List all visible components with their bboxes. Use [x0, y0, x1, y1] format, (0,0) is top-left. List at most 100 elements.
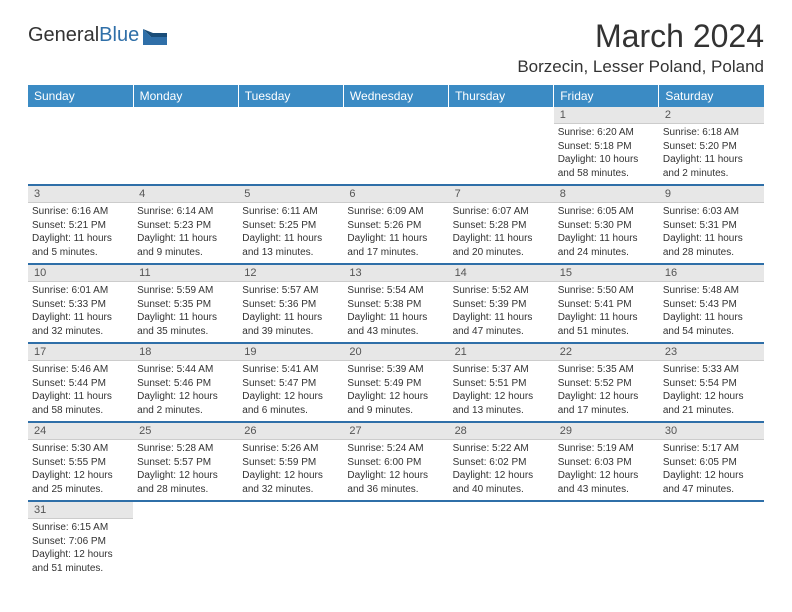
day-body: Sunrise: 5:35 AMSunset: 5:52 PMDaylight:… — [554, 361, 659, 421]
sunset-line: Sunset: 5:21 PM — [32, 219, 129, 233]
calendar-cell — [449, 501, 554, 579]
calendar-cell: 7Sunrise: 6:07 AMSunset: 5:28 PMDaylight… — [449, 185, 554, 264]
calendar-head: SundayMondayTuesdayWednesdayThursdayFrid… — [28, 85, 764, 107]
day-number: 1 — [554, 107, 659, 124]
calendar-cell: 16Sunrise: 5:48 AMSunset: 5:43 PMDayligh… — [659, 264, 764, 343]
sunset-line: Sunset: 5:28 PM — [453, 219, 550, 233]
weekday-header: Saturday — [659, 85, 764, 107]
calendar-cell — [133, 107, 238, 185]
daylight-line-2: and 6 minutes. — [242, 404, 339, 418]
calendar-cell: 4Sunrise: 6:14 AMSunset: 5:23 PMDaylight… — [133, 185, 238, 264]
calendar-cell: 20Sunrise: 5:39 AMSunset: 5:49 PMDayligh… — [343, 343, 448, 422]
calendar-cell: 12Sunrise: 5:57 AMSunset: 5:36 PMDayligh… — [238, 264, 343, 343]
sunrise-line: Sunrise: 5:54 AM — [347, 284, 444, 298]
header: GeneralBlue March 2024 Borzecin, Lesser … — [28, 18, 764, 77]
daylight-line-2: and 13 minutes. — [242, 246, 339, 260]
weekday-header: Friday — [554, 85, 659, 107]
day-number: 25 — [133, 423, 238, 440]
day-body: Sunrise: 5:26 AMSunset: 5:59 PMDaylight:… — [238, 440, 343, 500]
daylight-line-1: Daylight: 11 hours — [242, 232, 339, 246]
day-number: 13 — [343, 265, 448, 282]
location: Borzecin, Lesser Poland, Poland — [517, 57, 764, 77]
sunset-line: Sunset: 5:23 PM — [137, 219, 234, 233]
day-number: 27 — [343, 423, 448, 440]
sunrise-line: Sunrise: 5:52 AM — [453, 284, 550, 298]
calendar-cell: 30Sunrise: 5:17 AMSunset: 6:05 PMDayligh… — [659, 422, 764, 501]
calendar-cell: 19Sunrise: 5:41 AMSunset: 5:47 PMDayligh… — [238, 343, 343, 422]
day-body: Sunrise: 5:54 AMSunset: 5:38 PMDaylight:… — [343, 282, 448, 342]
sunset-line: Sunset: 5:57 PM — [137, 456, 234, 470]
day-body: Sunrise: 5:50 AMSunset: 5:41 PMDaylight:… — [554, 282, 659, 342]
sunset-line: Sunset: 5:44 PM — [32, 377, 129, 391]
daylight-line-1: Daylight: 12 hours — [347, 390, 444, 404]
daylight-line-1: Daylight: 12 hours — [453, 390, 550, 404]
day-number: 11 — [133, 265, 238, 282]
daylight-line-1: Daylight: 12 hours — [32, 548, 129, 562]
calendar-cell: 6Sunrise: 6:09 AMSunset: 5:26 PMDaylight… — [343, 185, 448, 264]
daylight-line-2: and 25 minutes. — [32, 483, 129, 497]
daylight-line-2: and 13 minutes. — [453, 404, 550, 418]
daylight-line-1: Daylight: 11 hours — [663, 311, 760, 325]
sunrise-line: Sunrise: 6:16 AM — [32, 205, 129, 219]
day-body: Sunrise: 6:01 AMSunset: 5:33 PMDaylight:… — [28, 282, 133, 342]
sunrise-line: Sunrise: 5:35 AM — [558, 363, 655, 377]
day-number: 15 — [554, 265, 659, 282]
calendar-cell — [343, 501, 448, 579]
sunset-line: Sunset: 5:43 PM — [663, 298, 760, 312]
day-number: 31 — [28, 502, 133, 519]
day-body: Sunrise: 5:28 AMSunset: 5:57 PMDaylight:… — [133, 440, 238, 500]
day-body: Sunrise: 5:46 AMSunset: 5:44 PMDaylight:… — [28, 361, 133, 421]
sunset-line: Sunset: 5:46 PM — [137, 377, 234, 391]
calendar-cell — [133, 501, 238, 579]
day-body: Sunrise: 6:15 AMSunset: 7:06 PMDaylight:… — [28, 519, 133, 579]
sunset-line: Sunset: 5:26 PM — [347, 219, 444, 233]
daylight-line-1: Daylight: 12 hours — [32, 469, 129, 483]
daylight-line-1: Daylight: 11 hours — [453, 232, 550, 246]
day-number: 29 — [554, 423, 659, 440]
daylight-line-2: and 28 minutes. — [137, 483, 234, 497]
calendar-cell: 25Sunrise: 5:28 AMSunset: 5:57 PMDayligh… — [133, 422, 238, 501]
month-title: March 2024 — [517, 18, 764, 55]
sunrise-line: Sunrise: 5:46 AM — [32, 363, 129, 377]
weekday-header: Thursday — [449, 85, 554, 107]
sunrise-line: Sunrise: 5:30 AM — [32, 442, 129, 456]
daylight-line-2: and 17 minutes. — [558, 404, 655, 418]
daylight-line-2: and 17 minutes. — [347, 246, 444, 260]
title-block: March 2024 Borzecin, Lesser Poland, Pola… — [517, 18, 764, 77]
day-number: 5 — [238, 186, 343, 203]
calendar-cell: 13Sunrise: 5:54 AMSunset: 5:38 PMDayligh… — [343, 264, 448, 343]
sunrise-line: Sunrise: 5:22 AM — [453, 442, 550, 456]
daylight-line-2: and 20 minutes. — [453, 246, 550, 260]
sunset-line: Sunset: 5:18 PM — [558, 140, 655, 154]
day-body: Sunrise: 5:22 AMSunset: 6:02 PMDaylight:… — [449, 440, 554, 500]
daylight-line-1: Daylight: 11 hours — [663, 153, 760, 167]
calendar-cell: 5Sunrise: 6:11 AMSunset: 5:25 PMDaylight… — [238, 185, 343, 264]
daylight-line-2: and 51 minutes. — [558, 325, 655, 339]
day-body: Sunrise: 5:52 AMSunset: 5:39 PMDaylight:… — [449, 282, 554, 342]
sunset-line: Sunset: 5:31 PM — [663, 219, 760, 233]
daylight-line-2: and 39 minutes. — [242, 325, 339, 339]
calendar-cell — [659, 501, 764, 579]
daylight-line-2: and 40 minutes. — [453, 483, 550, 497]
daylight-line-1: Daylight: 11 hours — [663, 232, 760, 246]
day-body: Sunrise: 6:20 AMSunset: 5:18 PMDaylight:… — [554, 124, 659, 184]
sunrise-line: Sunrise: 5:48 AM — [663, 284, 760, 298]
daylight-line-1: Daylight: 11 hours — [32, 390, 129, 404]
daylight-line-2: and 9 minutes. — [347, 404, 444, 418]
sunset-line: Sunset: 5:20 PM — [663, 140, 760, 154]
sunrise-line: Sunrise: 5:19 AM — [558, 442, 655, 456]
daylight-line-1: Daylight: 12 hours — [558, 390, 655, 404]
daylight-line-1: Daylight: 11 hours — [137, 311, 234, 325]
sunrise-line: Sunrise: 6:11 AM — [242, 205, 339, 219]
sunrise-line: Sunrise: 6:01 AM — [32, 284, 129, 298]
day-number: 17 — [28, 344, 133, 361]
sunrise-line: Sunrise: 5:59 AM — [137, 284, 234, 298]
daylight-line-2: and 32 minutes. — [32, 325, 129, 339]
day-number: 4 — [133, 186, 238, 203]
sunset-line: Sunset: 5:54 PM — [663, 377, 760, 391]
daylight-line-2: and 58 minutes. — [558, 167, 655, 181]
sunrise-line: Sunrise: 5:37 AM — [453, 363, 550, 377]
daylight-line-2: and 5 minutes. — [32, 246, 129, 260]
daylight-line-1: Daylight: 11 hours — [347, 232, 444, 246]
day-number: 20 — [343, 344, 448, 361]
